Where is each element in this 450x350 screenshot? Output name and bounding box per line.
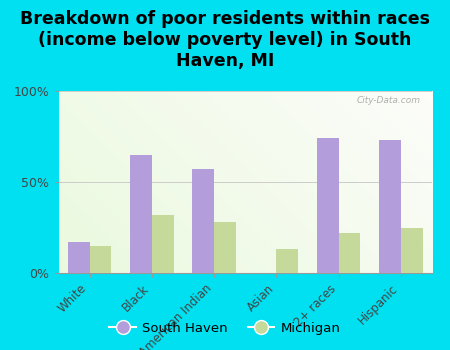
Text: Breakdown of poor residents within races
(income below poverty level) in South
H: Breakdown of poor residents within races… — [20, 10, 430, 70]
Bar — [90, 246, 112, 273]
Bar — [379, 140, 401, 273]
Bar — [152, 215, 174, 273]
Bar — [276, 249, 298, 273]
Text: City-Data.com: City-Data.com — [357, 97, 421, 105]
Bar — [317, 138, 338, 273]
Bar — [401, 228, 423, 273]
Bar — [214, 222, 236, 273]
Bar — [338, 233, 360, 273]
Bar — [192, 169, 214, 273]
Bar — [68, 242, 90, 273]
Legend: South Haven, Michigan: South Haven, Michigan — [104, 316, 346, 340]
Bar — [130, 155, 152, 273]
